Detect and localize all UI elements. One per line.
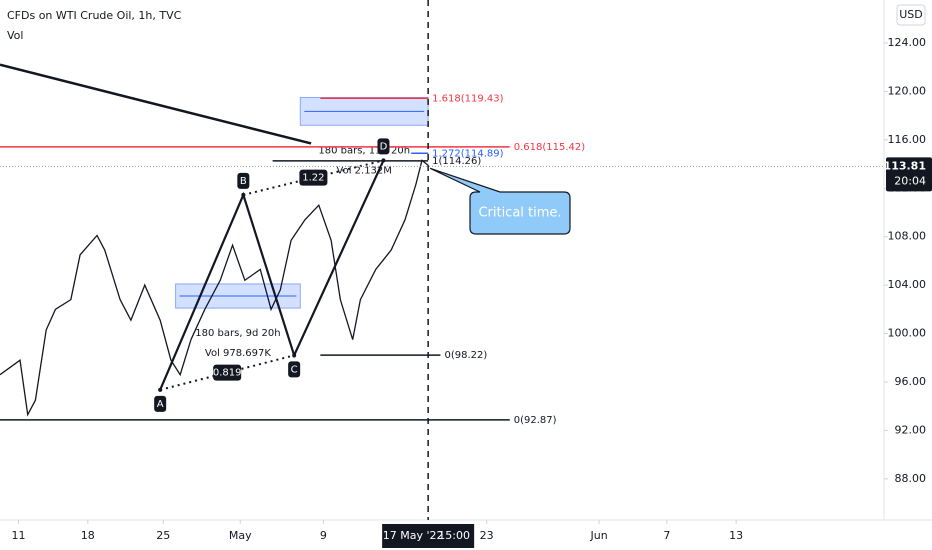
currency-badge[interactable] (896, 4, 926, 26)
x-tick-label: 13 (729, 529, 743, 542)
fib-level-label: 0.618(115.42) (514, 142, 586, 153)
harmonic-pattern (159, 159, 385, 391)
x-tick-label: 23 (480, 529, 494, 542)
x-tick-label: Jun (589, 529, 607, 542)
y-tick-label: 124.00 (888, 36, 927, 49)
chart-title: CFDs on WTI Crude Oil, 1h, TVC (7, 9, 182, 22)
range-label: 180 bars, 11d 20h (318, 145, 410, 156)
range-label: 180 bars, 9d 20h (195, 328, 280, 339)
x-tick-label: 11 (11, 529, 25, 542)
crosshair-date: 17 May '22 (383, 529, 444, 542)
pattern-label: D (380, 141, 388, 152)
fib-level-label: 1.272(114.89) (432, 148, 504, 159)
x-tick-label: 7 (663, 529, 670, 542)
countdown: 20:04 (894, 174, 926, 187)
pattern-label: C (291, 364, 298, 375)
fib-level-label: 0(92.87) (514, 415, 557, 426)
ratio-label: 0.819 (213, 368, 242, 379)
x-tick-label: May (229, 529, 252, 542)
last-price-badge (886, 157, 932, 192)
fib-level-label: 1(114.26) (432, 156, 481, 167)
pattern-label: A (157, 399, 164, 410)
trend-line (0, 63, 312, 145)
callout (429, 167, 571, 235)
price-line (0, 159, 429, 417)
ratio-label: 1.22 (302, 173, 324, 184)
y-tick-label: 92.00 (895, 423, 927, 436)
y-tick-label: 108.00 (888, 230, 927, 243)
x-tick-label: 9 (320, 529, 327, 542)
y-tick-label: 120.00 (888, 84, 927, 97)
range-volume: Vol 978.697K (205, 348, 271, 359)
crosshair-time: 15:00 (438, 529, 470, 542)
ratio-badge (299, 169, 328, 186)
indicator-label: Vol (7, 29, 23, 42)
crosshair-badge (382, 524, 475, 548)
x-tick-label: 25 (156, 529, 170, 542)
y-tick-label: 116.00 (888, 133, 927, 146)
range-volume: Vol 2.132M (337, 165, 392, 176)
pattern-point (292, 353, 297, 358)
pattern-point (381, 158, 386, 163)
y-tick-label: 100.00 (888, 327, 927, 340)
pattern-badge (154, 395, 167, 412)
pattern-badge (377, 138, 390, 155)
y-tick-label: 104.00 (888, 278, 927, 291)
ratio-badge (213, 364, 242, 381)
fib-level-label: 0(98.22) (444, 350, 487, 361)
ratio-line (159, 354, 295, 391)
y-tick-label: 96.00 (895, 375, 927, 388)
callout-text: Critical time. (478, 206, 561, 221)
fib-level-label: 1.618(119.43) (432, 93, 504, 104)
x-tick-label: 18 (81, 529, 95, 542)
currency: USD (899, 8, 923, 21)
y-tick-label: 88.00 (895, 472, 927, 485)
pattern-point (158, 387, 163, 392)
pattern-badge (237, 172, 250, 189)
pattern-label: B (240, 176, 247, 187)
pattern-point (241, 192, 246, 197)
pattern-badge (288, 361, 301, 378)
last-price: 113.81 (884, 159, 926, 172)
